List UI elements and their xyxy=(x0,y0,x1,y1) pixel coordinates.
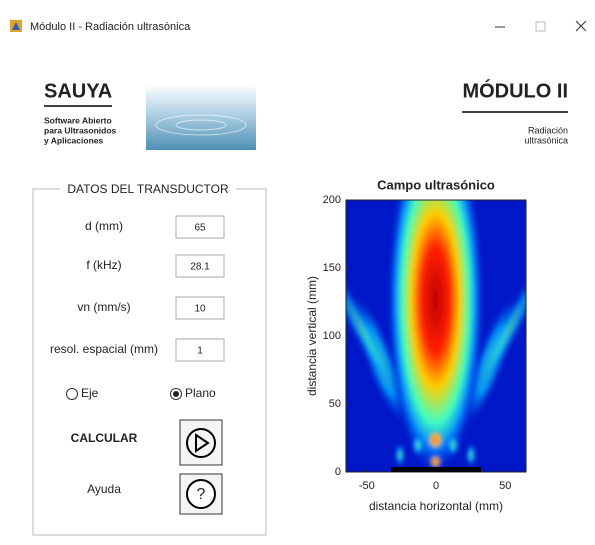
tagline: y Aplicaciones xyxy=(44,135,103,145)
field-value: 28.1 xyxy=(190,262,210,273)
near-field xyxy=(412,433,424,457)
chart-title: Campo ultrasónico xyxy=(377,177,495,192)
near-field xyxy=(430,455,442,469)
app-window: Módulo II - Radiación ultrasónica SAUYA … xyxy=(0,0,595,545)
x-tick-label: 0 xyxy=(433,480,439,492)
field-label: f (kHz) xyxy=(86,258,121,272)
ayuda-label: Ayuda xyxy=(87,482,121,496)
field-value: 10 xyxy=(194,304,206,315)
y-tick-label: 50 xyxy=(329,398,341,410)
help-icon-text: ? xyxy=(197,486,206,503)
y-tick-label: 200 xyxy=(323,194,341,206)
module-title: MÓDULO II xyxy=(462,78,568,102)
tagline: para Ultrasonidos xyxy=(44,125,117,135)
field-label: resol. espacial (mm) xyxy=(50,342,158,356)
field-label: vn (mm/s) xyxy=(77,300,130,314)
y-tick-label: 100 xyxy=(323,330,341,342)
field-value: 1 xyxy=(197,346,203,357)
brand: SAUYA xyxy=(44,80,112,102)
maximize-button[interactable] xyxy=(536,22,545,31)
y-tick-label: 0 xyxy=(335,466,341,478)
near-field xyxy=(466,443,476,467)
calcular-label: CALCULAR xyxy=(71,431,138,445)
radio-button[interactable] xyxy=(67,389,78,400)
near-field xyxy=(447,433,459,457)
radio-dot xyxy=(173,391,179,397)
module-subtitle: Radiación xyxy=(528,125,568,135)
radio-label: Plano xyxy=(185,386,216,400)
near-field xyxy=(428,430,444,450)
near-field xyxy=(395,443,405,467)
close-button[interactable] xyxy=(576,21,586,31)
logo-image xyxy=(146,84,256,150)
x-tick-label: -50 xyxy=(359,480,375,492)
field-value: 65 xyxy=(194,223,206,234)
panel-title: DATOS DEL TRANSDUCTOR xyxy=(67,182,229,196)
radio-label: Eje xyxy=(81,386,99,400)
module-subtitle: ultrasónica xyxy=(524,135,568,145)
x-tick-label: 50 xyxy=(499,480,511,492)
tagline: Software Abierto xyxy=(44,115,112,125)
transducer xyxy=(391,467,481,472)
window-title: Módulo II - Radiación ultrasónica xyxy=(30,21,191,33)
panel-border xyxy=(33,189,266,535)
field-label: d (mm) xyxy=(85,219,123,233)
x-axis-label: distancia horizontal (mm) xyxy=(369,499,503,513)
y-tick-label: 150 xyxy=(323,262,341,274)
y-axis-label: distancia vertical (mm) xyxy=(305,276,319,396)
